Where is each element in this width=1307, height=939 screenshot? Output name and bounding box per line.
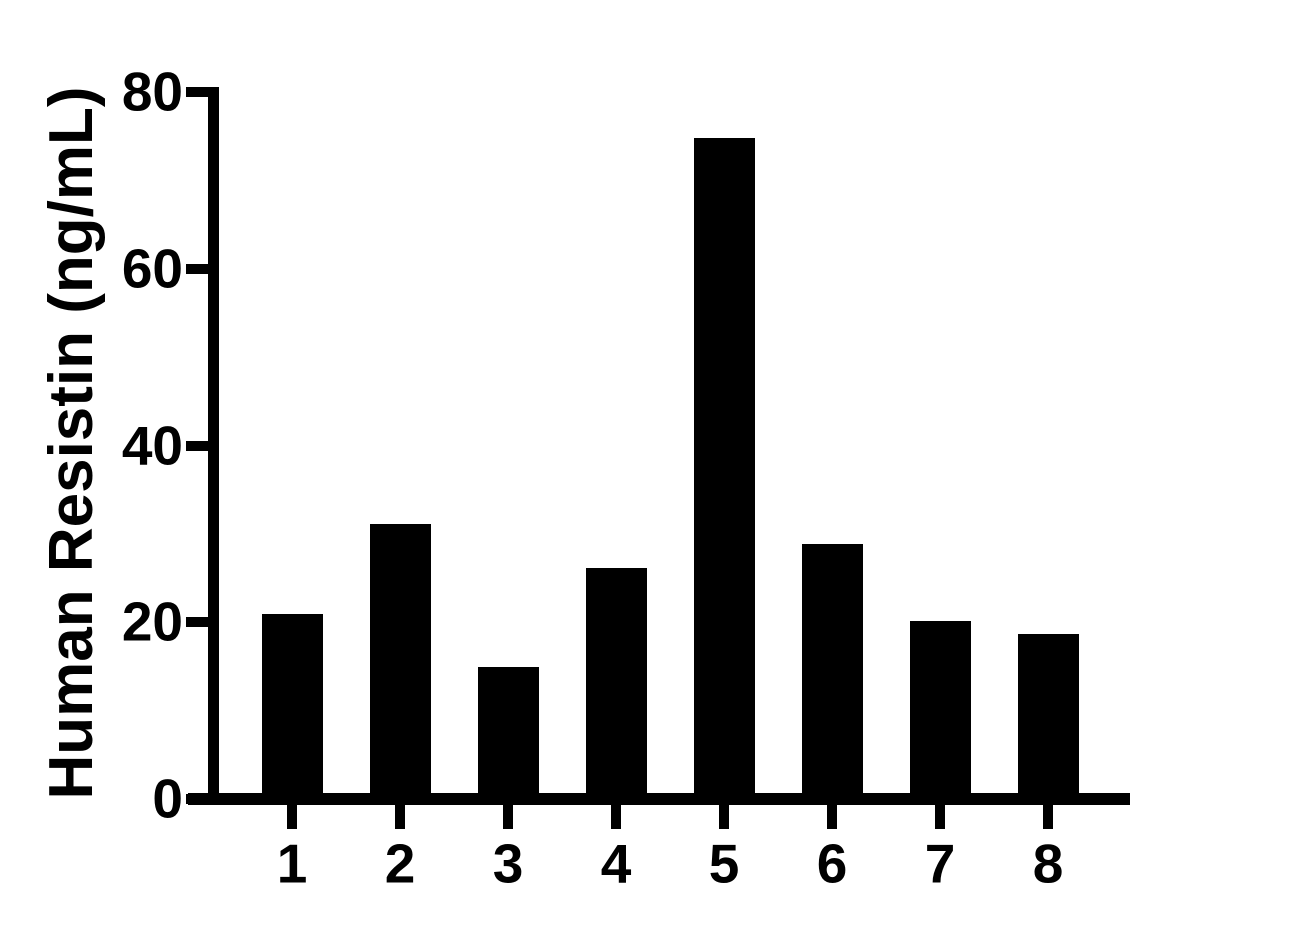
y-tick-label-80: 80: [121, 60, 183, 123]
bar-sample-2: [369, 524, 431, 799]
x-tick-label-7: 7: [924, 832, 956, 895]
x-tick-1: [287, 805, 297, 829]
bar-sample-4: [585, 568, 647, 799]
y-tick-label-0: 0: [152, 767, 183, 830]
y-axis-line: [208, 87, 219, 805]
x-tick-6: [827, 805, 837, 829]
y-tick-label-60: 60: [121, 237, 183, 300]
x-tick-label-2: 2: [384, 832, 416, 895]
y-tick-40: [186, 440, 208, 451]
y-tick-20: [186, 617, 208, 628]
y-tick-label-40: 40: [121, 414, 183, 476]
bar-sample-1: [261, 614, 323, 799]
x-tick-5: [719, 805, 729, 829]
y-tick-0: [186, 794, 208, 804]
x-tick-label-4: 4: [600, 832, 632, 895]
x-tick-label-8: 8: [1032, 832, 1064, 895]
x-tick-3: [503, 805, 513, 829]
x-tick-4: [611, 805, 621, 829]
bar-sample-8: [1017, 633, 1079, 799]
x-tick-label-3: 3: [492, 832, 524, 895]
x-tick-label-1: 1: [276, 832, 308, 895]
y-tick-60: [186, 263, 208, 274]
x-axis-line: [188, 793, 1130, 805]
y-tick-label-20: 20: [121, 590, 183, 653]
bar-sample-6: [801, 543, 863, 799]
bar-sample-7: [909, 621, 971, 799]
y-tick-80: [186, 87, 208, 97]
x-tick-7: [935, 805, 945, 829]
x-tick-8: [1043, 805, 1053, 829]
x-tick-label-6: 6: [816, 832, 848, 895]
x-tick-label-5: 5: [708, 832, 740, 895]
bar-sample-5: [693, 137, 755, 799]
bar-sample-3: [477, 667, 539, 799]
x-tick-2: [395, 805, 405, 829]
